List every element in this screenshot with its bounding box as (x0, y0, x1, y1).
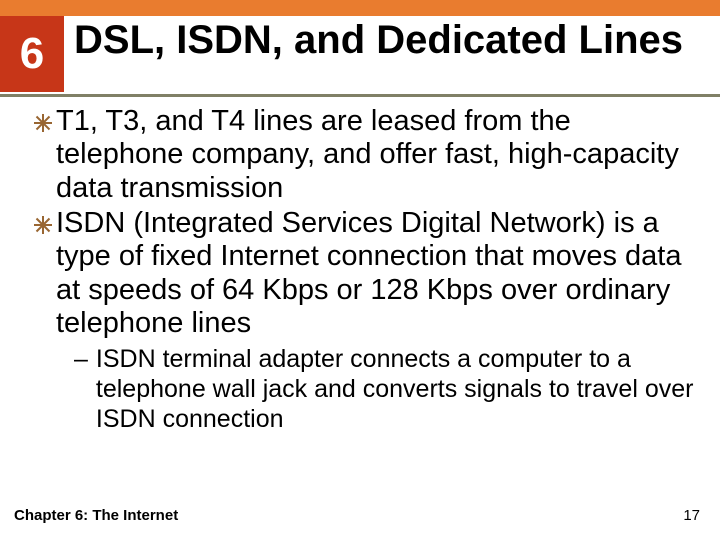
sub-bullet-list: – ISDN terminal adapter connects a compu… (34, 344, 700, 434)
footer-chapter-label: Chapter 6: The Internet (14, 507, 178, 524)
starburst-icon (34, 207, 56, 239)
starburst-icon (34, 105, 56, 137)
footer: Chapter 6: The Internet 17 (0, 507, 720, 524)
sub-bullet-item: – ISDN terminal adapter connects a compu… (74, 344, 700, 434)
header-row: 6 DSL, ISDN, and Dedicated Lines (0, 16, 720, 92)
top-accent-bar (0, 0, 720, 16)
slide-title: DSL, ISDN, and Dedicated Lines (64, 16, 683, 62)
content-area: T1, T3, and T4 lines are leased from the… (0, 97, 720, 434)
bullet-text: T1, T3, and T4 lines are leased from the… (56, 105, 700, 205)
footer-page-number: 17 (683, 507, 700, 524)
chapter-number-box: 6 (0, 16, 64, 92)
sub-bullet-text: ISDN terminal adapter connects a compute… (96, 344, 700, 434)
bullet-item: ISDN (Integrated Services Digital Networ… (34, 207, 700, 340)
bullet-text: ISDN (Integrated Services Digital Networ… (56, 207, 700, 340)
bullet-item: T1, T3, and T4 lines are leased from the… (34, 105, 700, 205)
dash-icon: – (74, 344, 96, 374)
